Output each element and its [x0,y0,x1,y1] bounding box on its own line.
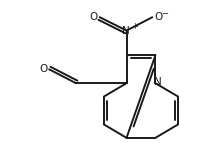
Text: O: O [39,64,48,74]
Text: +: + [131,22,138,31]
Text: −: − [162,9,169,18]
Text: O: O [154,12,162,22]
Text: N: N [122,26,129,36]
Text: O: O [90,12,98,22]
Text: N: N [154,77,162,87]
